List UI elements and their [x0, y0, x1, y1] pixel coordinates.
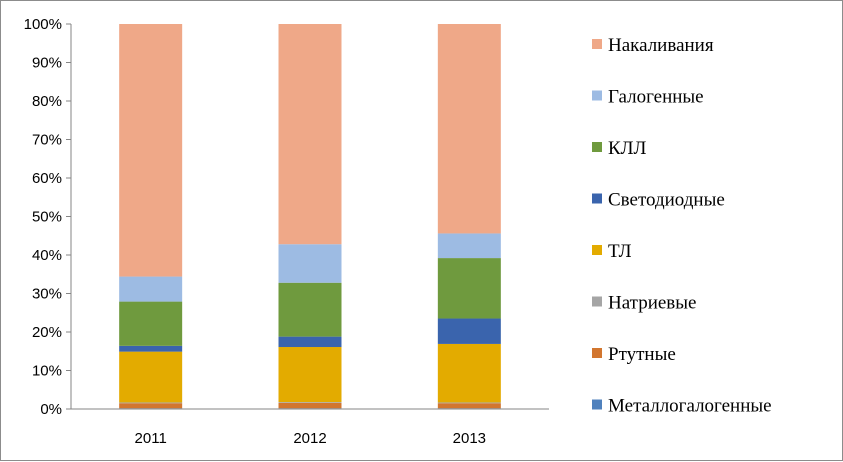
- bar-segment: [437, 403, 501, 409]
- bar-segment: [278, 336, 342, 348]
- bar-segment: [119, 345, 183, 352]
- legend-label: Ртутные: [608, 344, 676, 365]
- legend-label: Накаливания: [608, 35, 714, 56]
- y-tick-label: 20%: [32, 324, 62, 341]
- y-tick-label: 30%: [32, 286, 62, 303]
- legend-swatch: [592, 348, 602, 358]
- legend-label: Галогенные: [608, 87, 704, 108]
- bar-segment: [278, 244, 342, 283]
- bar-segment: [437, 402, 501, 404]
- y-tick-label: 100%: [24, 16, 62, 33]
- bar-segment: [278, 402, 342, 409]
- legend-label: Светодиодные: [608, 190, 725, 211]
- legend-swatch: [592, 39, 602, 49]
- legend-label: Металлогалогенные: [608, 396, 772, 417]
- y-tick-label: 40%: [32, 247, 62, 264]
- x-tick-label: 2011: [135, 430, 167, 447]
- bar-segment: [437, 233, 501, 259]
- bar-segment: [437, 24, 501, 234]
- y-tick-label: 0%: [40, 401, 62, 418]
- bar-segment: [437, 343, 501, 403]
- y-tick-label: 50%: [32, 209, 62, 226]
- legend-swatch: [592, 90, 602, 101]
- y-tick-label: 70%: [32, 132, 62, 149]
- legend-swatch: [592, 399, 602, 410]
- legend-label: КЛЛ: [608, 138, 647, 159]
- bars: [119, 24, 501, 409]
- bar-segment: [437, 318, 501, 344]
- legend-swatch: [592, 142, 602, 152]
- x-tick-label: 2012: [293, 430, 326, 447]
- bar-segment: [278, 402, 342, 403]
- bar-segment: [119, 351, 183, 403]
- y-tick-label: 60%: [32, 170, 62, 187]
- y-tick-label: 90%: [32, 55, 62, 72]
- bar-segment: [119, 301, 183, 346]
- y-tick-label: 80%: [32, 93, 62, 110]
- legend-label: ТЛ: [608, 241, 632, 262]
- legend: Накаливания Галогенные КЛЛ Светодиодные ТЛ На…: [592, 35, 772, 417]
- legend-swatch: [592, 296, 602, 307]
- bar-segment: [278, 24, 342, 245]
- legend-swatch: [592, 193, 602, 204]
- x-tick-label: 2013: [453, 430, 486, 447]
- legend-swatch: [592, 245, 602, 255]
- y-tick-label: 10%: [32, 363, 62, 380]
- bar-segment: [437, 258, 501, 319]
- bar-segment: [119, 276, 183, 302]
- bar-segment: [119, 24, 183, 277]
- bar-segment: [119, 402, 183, 404]
- x-axis: 2011 2012 2013: [71, 408, 549, 447]
- bar-segment: [278, 282, 342, 337]
- legend-label: Натриевые: [608, 293, 696, 314]
- bar-segment: [278, 347, 342, 403]
- bar-segment: [119, 403, 183, 409]
- y-axis: 0% 10% 20% 30% 40% 50% 60% 70% 80% 90% 100%: [24, 16, 72, 418]
